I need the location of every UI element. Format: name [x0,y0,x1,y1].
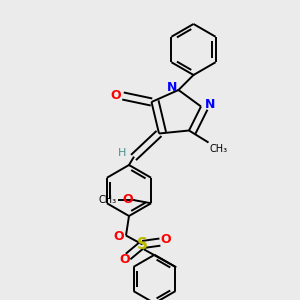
Text: N: N [205,98,215,112]
Text: CH₃: CH₃ [210,144,228,154]
Text: O: O [110,89,121,103]
Text: O: O [160,233,171,246]
Text: CH₃: CH₃ [98,195,117,205]
Text: H: H [118,148,126,158]
Text: O: O [122,193,133,206]
Text: N: N [167,81,177,94]
Text: O: O [114,230,124,243]
Text: O: O [119,253,130,266]
Text: S: S [137,237,148,252]
